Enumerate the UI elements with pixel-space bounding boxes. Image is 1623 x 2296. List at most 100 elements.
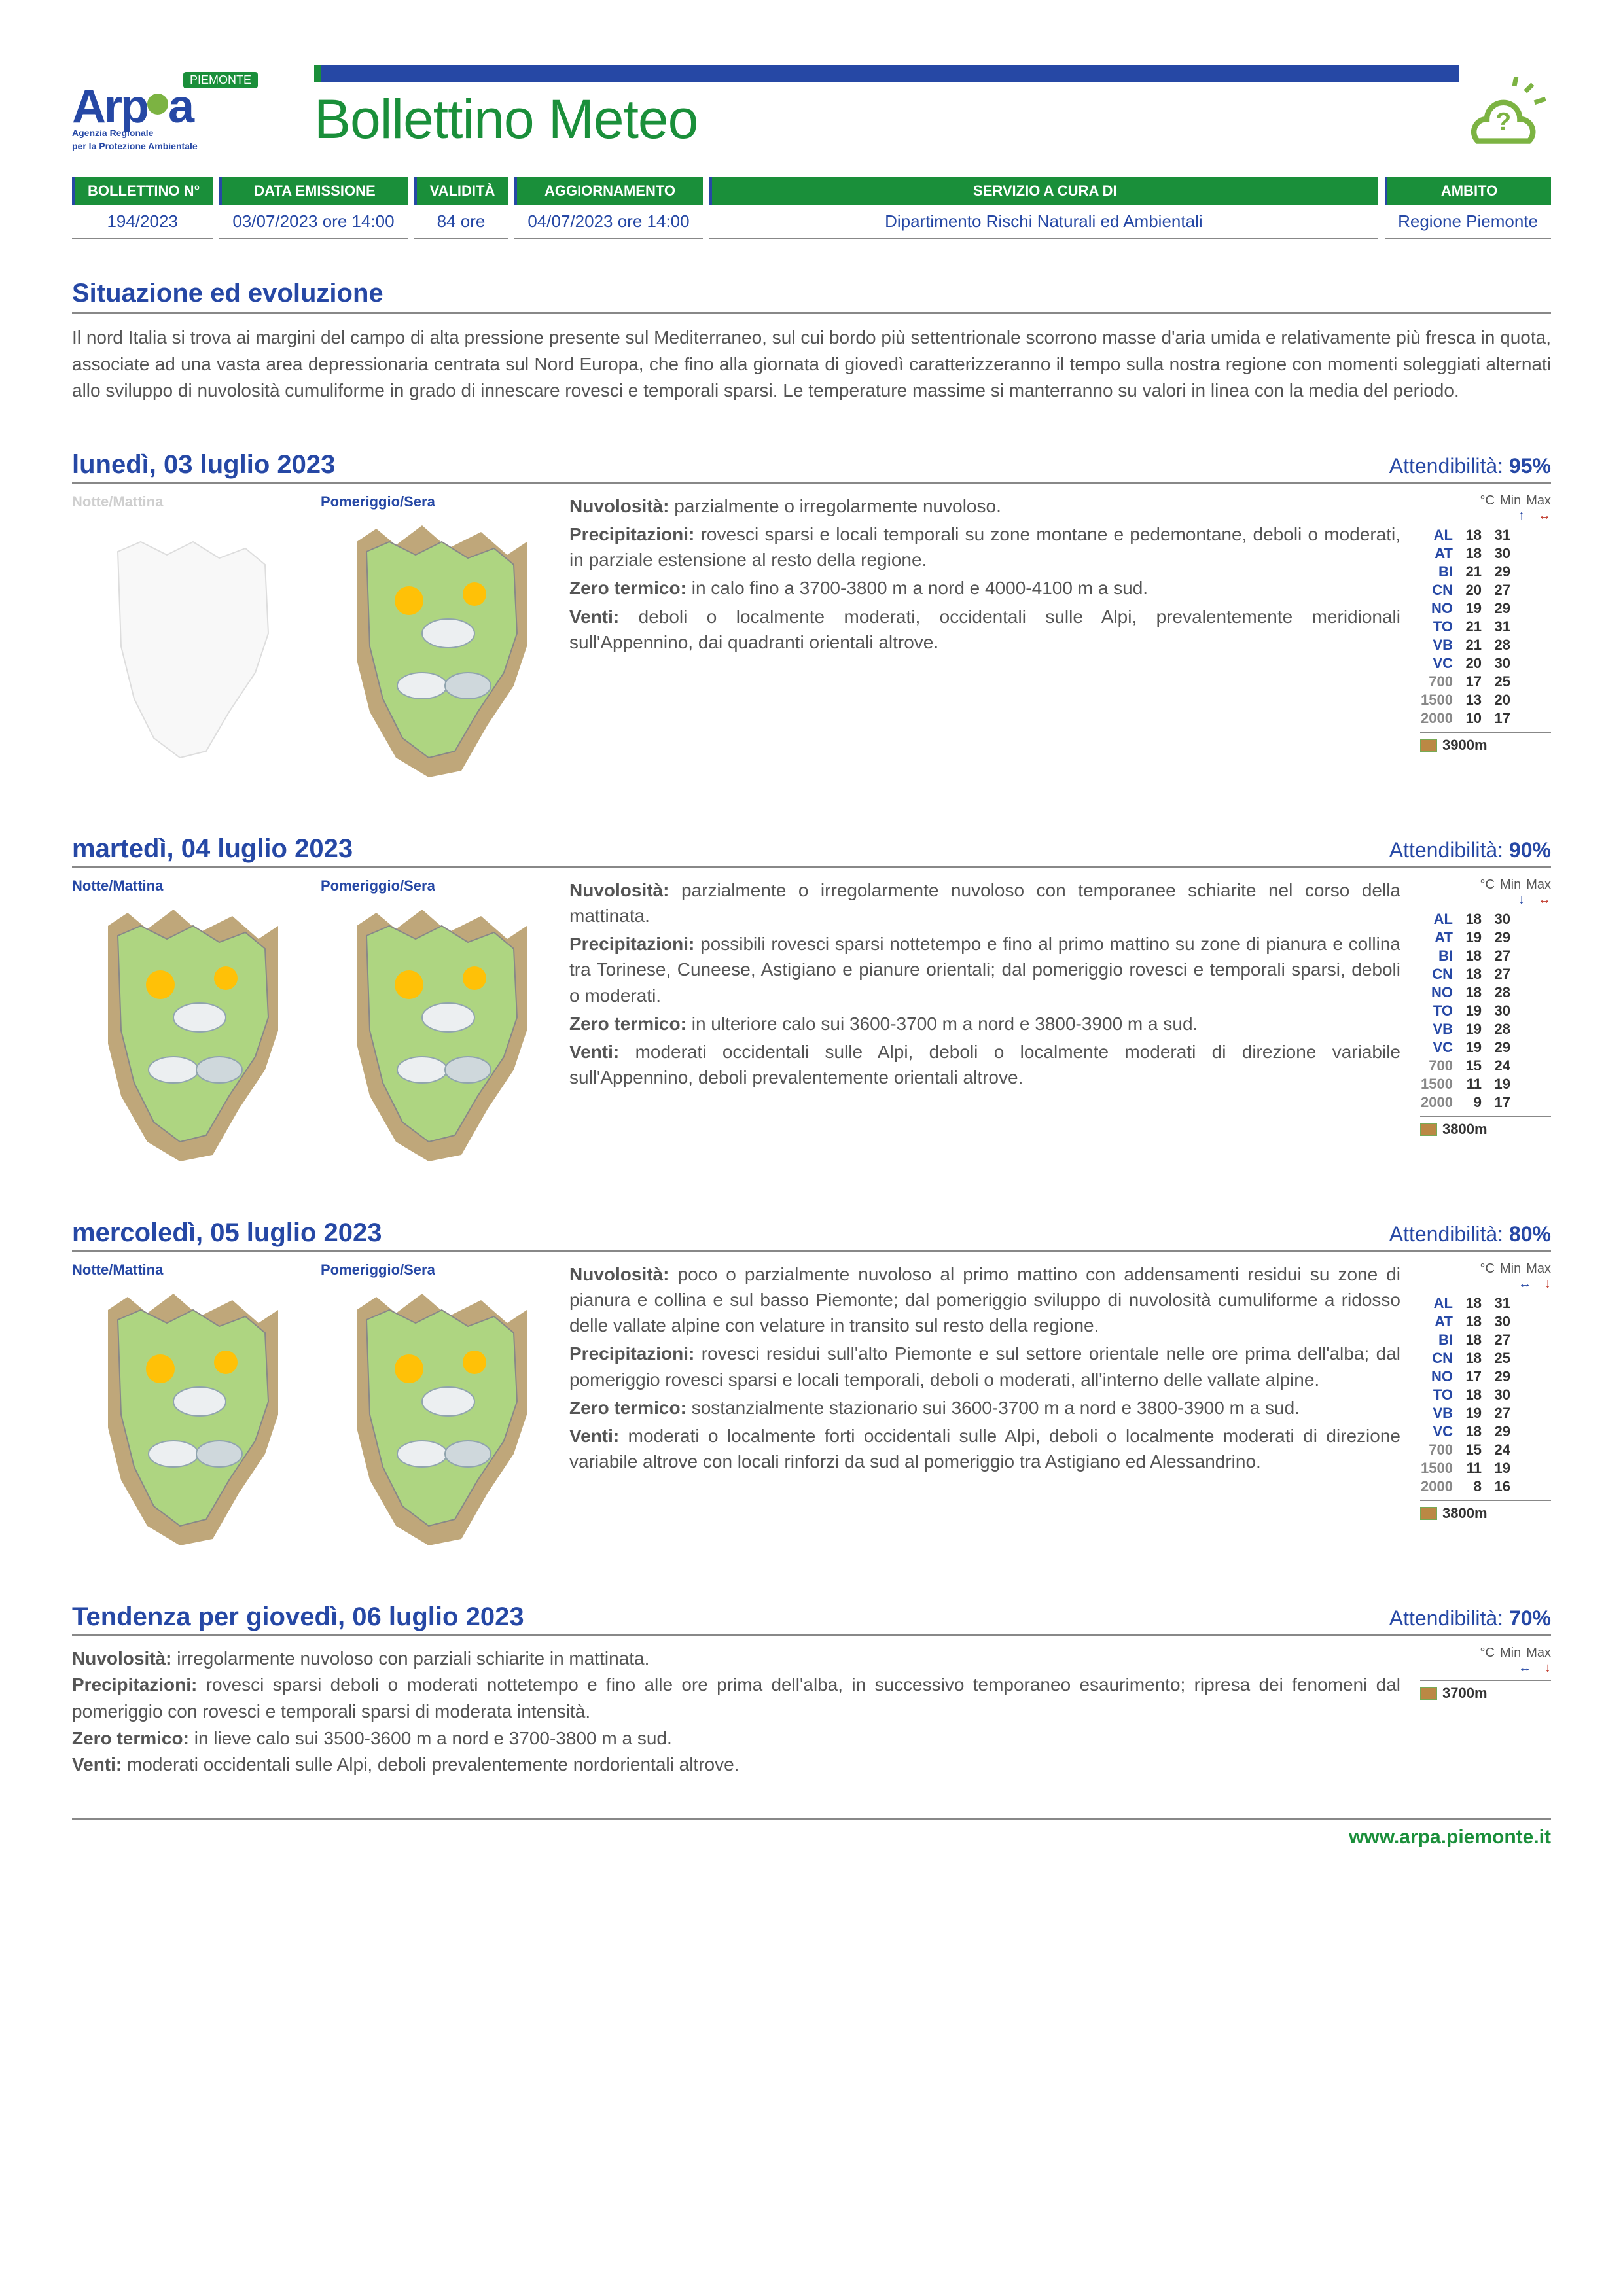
trend-text: Nuvolosità: irregolarmente nuvoloso con … xyxy=(72,1646,1400,1778)
day-header: lunedì, 03 luglio 2023 Attendibilità: 95% xyxy=(72,450,1551,484)
meta-value: Regione Piemonte xyxy=(1385,205,1551,239)
temp-max: 24 xyxy=(1484,1057,1510,1074)
region-tag: PIEMONTE xyxy=(183,72,258,88)
trend-temp-table: °C Min Max ↔ ↓ 3700m xyxy=(1420,1646,1551,1702)
temp-min: 19 xyxy=(1455,1002,1482,1019)
temp-unit: °C xyxy=(1480,877,1495,892)
day-title: lunedì, 03 luglio 2023 xyxy=(72,450,335,480)
temp-min: 19 xyxy=(1455,600,1482,617)
temp-table: °C Min Max↑↔AL1831AT1830BI2129CN2027NO19… xyxy=(1420,493,1551,795)
province-code: 1500 xyxy=(1420,692,1453,709)
temp-row: 7001524 xyxy=(1420,1057,1551,1075)
header: PIEMONTE Arpa Agenzia Regionale per la P… xyxy=(72,65,1551,151)
temp-max: 29 xyxy=(1484,1039,1510,1056)
meta-value: 03/07/2023 ore 14:00 xyxy=(219,205,407,239)
temp-row: CN1825 xyxy=(1420,1349,1551,1368)
temp-min: 17 xyxy=(1455,673,1482,690)
temp-max: 19 xyxy=(1484,1460,1510,1477)
meta-cell-issued: DATA EMISSIONE 03/07/2023 ore 14:00 xyxy=(219,177,407,239)
temp-min: 18 xyxy=(1455,947,1482,964)
min-arrow-icon: ↓ xyxy=(1518,892,1525,908)
meta-label: SERVIZIO A CURA DI xyxy=(709,177,1378,205)
temp-row: VB1928 xyxy=(1420,1020,1551,1038)
reliability-label: Attendibilità: xyxy=(1389,454,1509,478)
province-code: AL xyxy=(1420,911,1453,928)
map-morning: Notte/Mattina xyxy=(72,877,301,1179)
temp-row: 2000917 xyxy=(1420,1093,1551,1112)
reliability-value: 80% xyxy=(1509,1222,1551,1246)
temp-row: BI1827 xyxy=(1420,1331,1551,1349)
province-code: 700 xyxy=(1420,1057,1453,1074)
temp-row: VB2128 xyxy=(1420,636,1551,654)
forecast-line: Nuvolosità: parzialmente o irregolarment… xyxy=(569,877,1400,928)
meta-cell-scope: AMBITO Regione Piemonte xyxy=(1385,177,1551,239)
zero-thermal-icon xyxy=(1420,739,1437,752)
forecast-line: Zero termico: in ulteriore calo sui 3600… xyxy=(569,1011,1400,1036)
day-body: Notte/MattinaPomeriggio/SeraNuvolosità: … xyxy=(72,1262,1551,1563)
temp-min: 11 xyxy=(1455,1460,1482,1477)
temp-min-label: Min xyxy=(1500,1646,1521,1661)
temp-table: °C Min Max↔↓AL1831AT1830BI1827CN1825NO17… xyxy=(1420,1262,1551,1563)
temp-min: 15 xyxy=(1455,1441,1482,1458)
temp-min: 18 xyxy=(1455,1350,1482,1367)
trend-title: Tendenza per giovedì, 06 luglio 2023 xyxy=(72,1602,524,1632)
reliability-value: 95% xyxy=(1509,454,1551,478)
piemonte-map-icon xyxy=(321,900,550,1174)
map-label-morning: Notte/Mattina xyxy=(72,877,301,894)
zero-thermal-icon xyxy=(1420,1507,1437,1520)
temp-min: 21 xyxy=(1455,563,1482,580)
temp-row: 2000816 xyxy=(1420,1477,1551,1496)
temp-row: 20001017 xyxy=(1420,709,1551,728)
maps-row: Notte/MattinaPomeriggio/Sera xyxy=(72,1262,550,1563)
min-arrow-icon: ↑ xyxy=(1518,508,1525,523)
situation-title: Situazione ed evoluzione xyxy=(72,279,1551,314)
map-morning: Notte/Mattina xyxy=(72,493,301,795)
temp-min: 20 xyxy=(1455,582,1482,599)
reliability: Attendibilità: 80% xyxy=(1389,1222,1551,1246)
province-code: 700 xyxy=(1420,1441,1453,1458)
temp-max: 31 xyxy=(1484,527,1510,544)
forecast-line: Precipitazioni: possibili rovesci sparsi… xyxy=(569,931,1400,1008)
temp-row: AL1831 xyxy=(1420,526,1551,544)
province-code: VB xyxy=(1420,1021,1453,1038)
meta-cell-validity: VALIDITÀ 84 ore xyxy=(414,177,508,239)
reliability: Attendibilità: 90% xyxy=(1389,838,1551,862)
zero-thermal-value: 3800m xyxy=(1442,1121,1488,1138)
meta-cell-number: BOLLETTINO N° 194/2023 xyxy=(72,177,213,239)
temp-max: 27 xyxy=(1484,966,1510,983)
arpa-logo: PIEMONTE Arpa Agenzia Regionale per la P… xyxy=(72,67,294,151)
temp-row: AL1831 xyxy=(1420,1294,1551,1313)
temp-min-label: Min xyxy=(1500,493,1521,508)
forecast-line: Venti: deboli o localmente moderati, occ… xyxy=(569,604,1400,655)
temp-min: 21 xyxy=(1455,618,1482,635)
temp-header: °C Min Max xyxy=(1420,877,1551,892)
map-label-morning: Notte/Mattina xyxy=(72,493,301,510)
province-code: AT xyxy=(1420,545,1453,562)
temp-max: 31 xyxy=(1484,618,1510,635)
province-code: AT xyxy=(1420,929,1453,946)
logo-text: Arpa xyxy=(72,88,294,126)
map-label-evening: Pomeriggio/Sera xyxy=(321,493,550,510)
province-code: VC xyxy=(1420,1423,1453,1440)
forecast-line: Precipitazioni: rovesci residui sull'alt… xyxy=(569,1341,1400,1392)
temp-max: 30 xyxy=(1484,1002,1510,1019)
reliability: Attendibilità: 95% xyxy=(1389,454,1551,478)
piemonte-map-icon xyxy=(321,516,550,790)
temp-min: 11 xyxy=(1455,1076,1482,1093)
reliability: Attendibilità: 70% xyxy=(1389,1606,1551,1631)
temp-min: 18 xyxy=(1455,1423,1482,1440)
maps-row: Notte/Mattina Pomeriggio/Sera xyxy=(72,493,550,795)
province-code: NO xyxy=(1420,1368,1453,1385)
temp-row: AL1830 xyxy=(1420,910,1551,928)
province-code: BI xyxy=(1420,563,1453,580)
temp-row: TO1930 xyxy=(1420,1002,1551,1020)
temp-arrows: ↔ ↓ xyxy=(1420,1661,1551,1676)
province-code: AT xyxy=(1420,1313,1453,1330)
temp-max: 24 xyxy=(1484,1441,1510,1458)
temp-row: CN1827 xyxy=(1420,965,1551,983)
temp-row: TO1830 xyxy=(1420,1386,1551,1404)
temp-min: 19 xyxy=(1455,929,1482,946)
temp-min: 18 xyxy=(1455,1295,1482,1312)
temp-min: 18 xyxy=(1455,1386,1482,1404)
temp-min: 10 xyxy=(1455,710,1482,727)
